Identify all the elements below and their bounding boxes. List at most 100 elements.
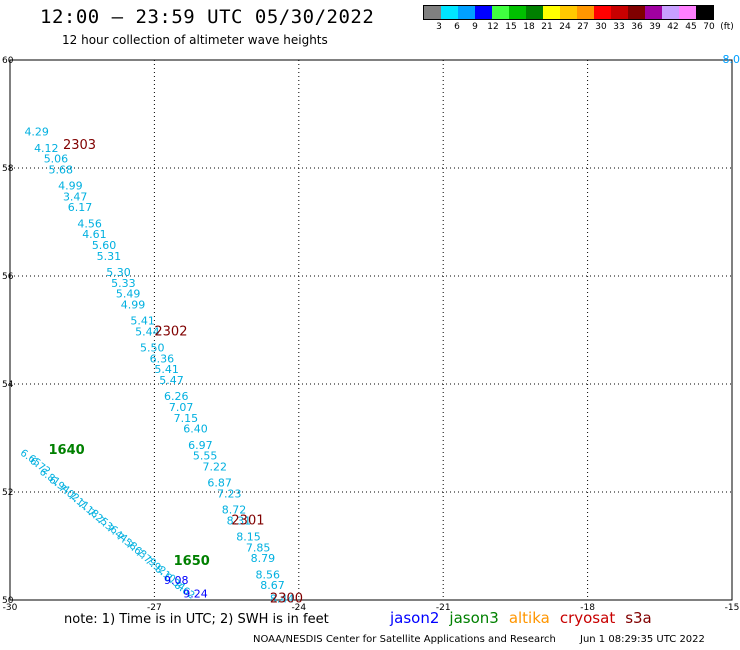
track-a-value: 8.15 [236, 531, 261, 544]
legend-label: (ft) [720, 22, 734, 32]
track-a-value: 5.50 [140, 342, 165, 355]
legend-swatch [424, 6, 441, 19]
track-a-value: 5.41 [154, 363, 179, 376]
satellite-list: jason2 jason3 altika cryosat s3a [390, 609, 662, 627]
legend-swatch [696, 6, 713, 19]
track-a-value: 5.30 [106, 266, 130, 279]
track-a-value: 7.85 [246, 541, 271, 554]
track-a-value: 5.47 [159, 374, 184, 387]
legend-swatch [458, 6, 475, 19]
lon-tick-label: -27 [147, 603, 162, 613]
pass-time-label: 2303 [63, 138, 96, 153]
legend-label: 12 [487, 22, 499, 32]
track-a-value: 6.26 [164, 390, 189, 403]
track-a-value: 7.23 [217, 487, 242, 500]
lat-tick-label: 54 [2, 380, 14, 390]
footer-note: note: 1) Time is in UTC; 2) SWH is in fe… [64, 612, 329, 627]
page-subtitle: 12 hour collection of altimeter wave hei… [62, 33, 328, 47]
page-title: 12:00 — 23:59 UTC 05/30/2022 [40, 6, 375, 28]
credit-text: NOAA/NESDIS Center for Satellite Applica… [253, 634, 556, 645]
legend-label: 9 [472, 22, 478, 32]
legend-swatch [628, 6, 645, 19]
track-a-value: 6.87 [207, 477, 232, 490]
track-a-value: 5.68 [49, 163, 74, 176]
satellite-name: jason2 [390, 609, 440, 627]
track-a-value: 4.99 [121, 298, 146, 311]
legend-label: 36 [631, 22, 643, 32]
legend-swatch [526, 6, 543, 19]
blue-value: 9.24 [183, 587, 208, 600]
track-a-value: 7.07 [169, 401, 194, 414]
lon-tick-label: -24 [291, 603, 306, 613]
legend-swatch [594, 6, 611, 19]
lon-tick-label: -15 [725, 603, 740, 613]
corner-value: 8.0 [723, 53, 740, 66]
lat-tick-label: 60 [2, 56, 14, 66]
track-a-value: 6.97 [188, 439, 213, 452]
track-a-value: 7.15 [174, 412, 199, 425]
legend-label: 15 [505, 22, 517, 32]
track-a-value: 6.36 [150, 352, 175, 365]
legend-swatch [577, 6, 594, 19]
blue-value: 9.08 [164, 574, 189, 587]
track-a-value: 5.60 [92, 239, 117, 252]
track-a-value: 5.44 [135, 325, 160, 338]
satellite-name: s3a [625, 609, 652, 627]
lat-tick-label: 56 [2, 272, 14, 282]
track-a-value: 6.40 [183, 423, 208, 436]
jason3-pass-label: 1640 [49, 443, 85, 458]
legend-swatch [679, 6, 696, 19]
track-a-value: 5.55 [193, 450, 218, 463]
track-a-value: 4.29 [24, 126, 49, 139]
pass-time-label: 2301 [231, 513, 264, 528]
track-a-value: 4.61 [82, 228, 107, 241]
pass-time-label: 2300 [270, 592, 303, 607]
track-a-value: 4.99 [58, 180, 82, 193]
track-a-value: 3.47 [63, 190, 88, 203]
legend-swatch [441, 6, 458, 19]
lat-tick-label: 52 [2, 488, 13, 498]
legend-label: 21 [541, 22, 553, 32]
legend-label: 33 [613, 22, 625, 32]
lon-tick-label: -18 [580, 603, 595, 613]
track-a-value: 8.56 [255, 568, 279, 581]
legend-swatches [423, 5, 714, 20]
legend-swatch [475, 6, 492, 19]
legend-label: 30 [595, 22, 607, 32]
track-a-value: 5.41 [130, 315, 155, 328]
legend-swatch [492, 6, 509, 19]
track-a-value: 8.67 [260, 579, 285, 592]
legend-label: 18 [523, 22, 535, 32]
legend-label: 70 [703, 22, 715, 32]
track-a-value: 4.12 [34, 142, 59, 155]
lat-tick-label: 50 [2, 596, 14, 606]
satellite-name: cryosat [559, 609, 616, 627]
legend-label: 24 [559, 22, 571, 32]
pass-time-label: 2302 [154, 324, 187, 339]
track-a-value: 7.22 [203, 460, 228, 473]
legend-swatch [543, 6, 560, 19]
satellite-name: altika [508, 609, 550, 627]
track-a-value: 8.79 [251, 552, 276, 565]
legend-label: 45 [685, 22, 697, 32]
satellite-name: jason3 [449, 609, 499, 627]
legend-label: 27 [577, 22, 589, 32]
track-a-value: 6.17 [68, 201, 93, 214]
legend-swatch [662, 6, 679, 19]
generation-timestamp: Jun 1 08:29:35 UTC 2022 [580, 634, 705, 645]
legend-label: 3 [436, 22, 442, 32]
lon-tick-label: -30 [3, 603, 18, 613]
track-a-value: 4.56 [77, 217, 102, 230]
track-a-value: 5.49 [116, 288, 141, 301]
track-a-value: 8.44 [270, 593, 295, 606]
legend-label: 6 [454, 22, 460, 32]
lat-tick-label: 58 [2, 164, 14, 174]
legend-labels: 3 6 9 12 15 18 21 24 27 30 33 36 39 42 45 70 (ft) [423, 20, 734, 34]
legend-label: 42 [667, 22, 679, 32]
lon-tick-label: -21 [436, 603, 451, 613]
color-legend: 3 6 9 12 15 18 21 24 27 30 33 36 39 42 45 70 (ft) [423, 5, 734, 34]
legend-swatch [509, 6, 526, 19]
track-a-value: 5.06 [44, 153, 68, 166]
legend-swatch [560, 6, 577, 19]
